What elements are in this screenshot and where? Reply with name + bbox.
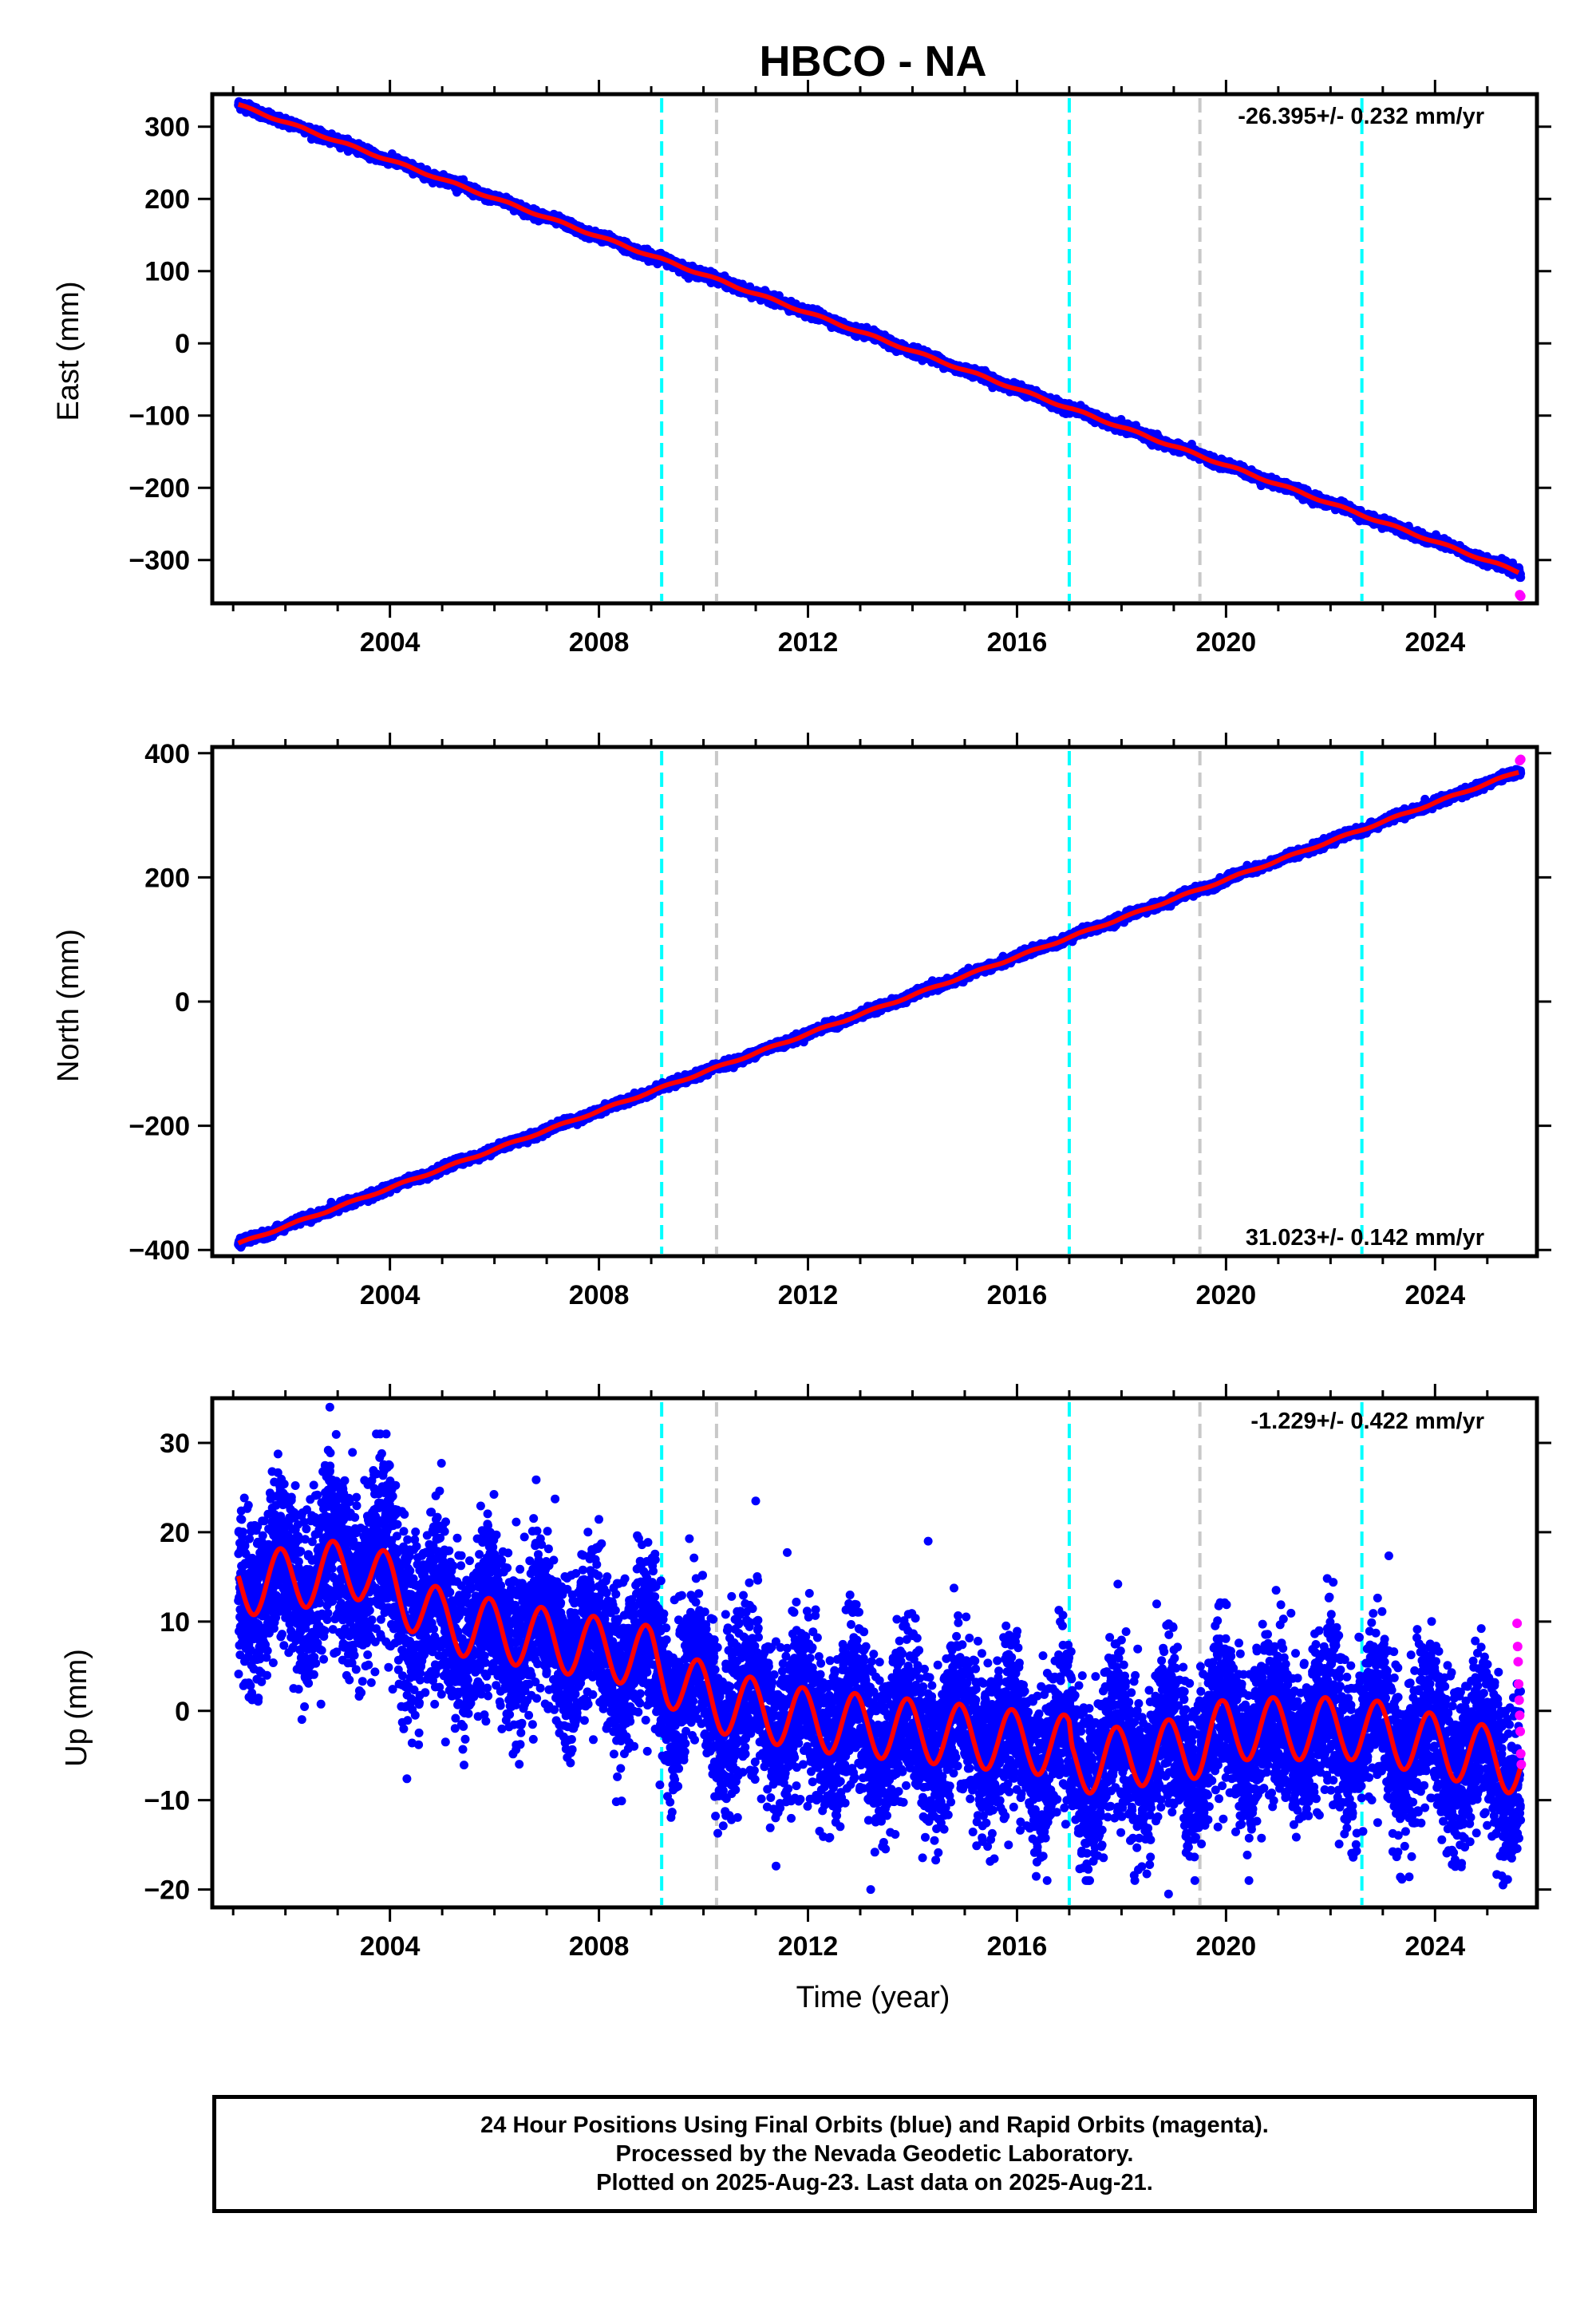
- east-plot-area: 3002001000−100−200−3002004 2008 2012 2016 20…: [128, 80, 1551, 658]
